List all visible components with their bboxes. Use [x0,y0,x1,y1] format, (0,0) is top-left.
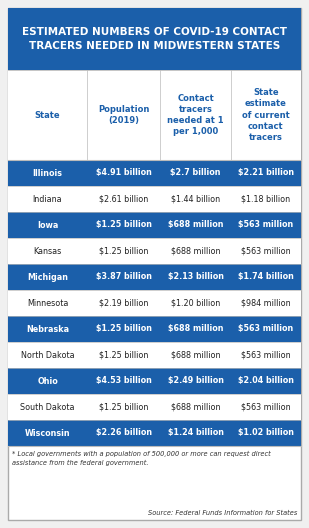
Text: Illinois: Illinois [32,168,62,177]
Bar [8,368,301,394]
Bar [8,264,301,290]
Text: $1.25 billion: $1.25 billion [99,247,148,256]
Text: Indiana: Indiana [33,194,62,203]
Text: $2.7 billion: $2.7 billion [170,168,221,177]
FancyBboxPatch shape [8,8,301,520]
Text: $1.25 billion: $1.25 billion [99,402,148,411]
Text: Minnesota: Minnesota [27,298,68,307]
Text: State: State [35,110,60,119]
Text: $1.25 billion: $1.25 billion [96,325,152,334]
Text: $2.26 billion: $2.26 billion [96,429,152,438]
Text: $2.13 billion: $2.13 billion [167,272,223,281]
Text: $563 million: $563 million [238,325,294,334]
Text: South Dakota: South Dakota [20,402,75,411]
Text: $2.21 billion: $2.21 billion [238,168,294,177]
Text: $563 million: $563 million [241,247,291,256]
Text: $2.04 billion: $2.04 billion [238,376,294,385]
Text: Michigan: Michigan [27,272,68,281]
Text: $1.25 billion: $1.25 billion [96,221,152,230]
Bar [8,420,301,446]
Text: $1.44 billion: $1.44 billion [171,194,220,203]
Bar [8,316,301,342]
Text: Kansas: Kansas [33,247,62,256]
Text: $1.18 billion: $1.18 billion [241,194,290,203]
Text: $563 million: $563 million [241,402,291,411]
Text: $688 million: $688 million [168,221,223,230]
Text: $1.02 billion: $1.02 billion [238,429,294,438]
Text: Source: Federal Funds Information for States: Source: Federal Funds Information for St… [148,510,297,516]
Bar [8,8,301,70]
Bar [8,290,301,316]
Text: Wisconsin: Wisconsin [25,429,70,438]
Text: Iowa: Iowa [37,221,58,230]
Text: $984 million: $984 million [241,298,291,307]
Bar [8,70,301,160]
Text: $688 million: $688 million [171,247,220,256]
Bar [8,238,301,264]
Text: $4.91 billion: $4.91 billion [96,168,152,177]
Text: $563 million: $563 million [241,351,291,360]
Text: $1.74 billion: $1.74 billion [238,272,294,281]
Text: Contact
tracers
needed at 1
per 1,000: Contact tracers needed at 1 per 1,000 [167,94,224,136]
Text: $688 million: $688 million [168,325,223,334]
Bar [8,342,301,368]
Text: Ohio: Ohio [37,376,58,385]
Bar [8,186,301,212]
Text: Nebraska: Nebraska [26,325,69,334]
Text: ESTIMATED NUMBERS OF COVID-19 CONTACT
TRACERS NEEDED IN MIDWESTERN STATES: ESTIMATED NUMBERS OF COVID-19 CONTACT TR… [22,27,287,51]
Text: $1.25 billion: $1.25 billion [99,351,148,360]
Text: $2.49 billion: $2.49 billion [167,376,223,385]
Text: State
estimate
of current
contact
tracers: State estimate of current contact tracer… [242,88,290,142]
Text: $1.20 billion: $1.20 billion [171,298,220,307]
Bar [8,212,301,238]
Text: $688 million: $688 million [171,402,220,411]
Text: $2.19 billion: $2.19 billion [99,298,148,307]
Text: $4.53 billion: $4.53 billion [96,376,152,385]
Bar [8,394,301,420]
Text: $3.87 billion: $3.87 billion [96,272,152,281]
Text: * Local governments with a population of 500,000 or more can request direct
assi: * Local governments with a population of… [12,451,271,466]
Text: $563 million: $563 million [238,221,294,230]
Text: $1.24 billion: $1.24 billion [167,429,223,438]
Text: Population
(2019): Population (2019) [98,105,150,125]
Text: North Dakota: North Dakota [21,351,74,360]
Text: $688 million: $688 million [171,351,220,360]
Bar [8,160,301,186]
Text: $2.61 billion: $2.61 billion [99,194,148,203]
